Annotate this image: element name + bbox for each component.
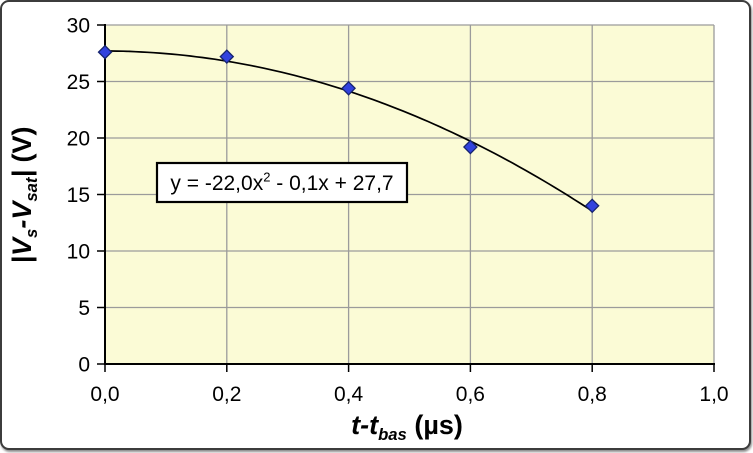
label-segment: |	[7, 170, 37, 178]
label-segment: bas	[378, 425, 407, 444]
x-tick-label: 0,6	[456, 383, 485, 406]
y-tick-label: 10	[67, 241, 90, 264]
label-segment: - 0,1x + 27,7	[270, 172, 393, 195]
label-segment: (V)	[7, 126, 37, 170]
y-tick-label: 0	[78, 354, 90, 377]
y-axis-title: |Vs-Vsat| (V)	[7, 126, 41, 263]
axes	[97, 24, 715, 372]
label-segment: -V	[7, 200, 37, 229]
x-axis-title: t-tbas (µs)	[351, 410, 463, 444]
y-tick-label: 5	[78, 297, 90, 320]
data-series	[97, 44, 600, 214]
trendline-equation: y = -22,0x2 - 0,1x + 27,7	[170, 170, 393, 195]
x-tick-label: 0,2	[212, 383, 241, 406]
equation-box	[155, 161, 409, 204]
label-segment: t-t	[351, 410, 379, 440]
x-tick-label: 0,0	[90, 383, 119, 406]
data-point-marker	[97, 44, 113, 60]
label-segment: sat	[22, 176, 41, 202]
data-point-marker	[219, 49, 235, 65]
y-tick-label: 20	[67, 128, 90, 151]
label-segment: (µs)	[407, 410, 463, 440]
x-tick-label: 1,0	[699, 383, 728, 406]
scatter-chart: 0 5 10 15 20 25 30 0,0 0,2 0,4 0,6 0,8 1,0 t-tbas (µs…	[7, 15, 729, 444]
label-segment: y = -22,0x	[170, 172, 263, 195]
y-tick-label: 30	[67, 15, 90, 38]
data-point-marker	[584, 198, 600, 214]
label-segment: 2	[263, 170, 270, 185]
x-tick-label: 0,4	[334, 383, 364, 406]
data-point-marker	[462, 139, 478, 155]
data-point-marker	[341, 80, 357, 96]
y-tick-label: 15	[67, 184, 90, 207]
y-tick-label: 25	[67, 71, 90, 94]
x-tick-label: 0,8	[578, 383, 607, 406]
label-segment: s	[22, 229, 41, 238]
label-segment: |V	[7, 236, 37, 264]
